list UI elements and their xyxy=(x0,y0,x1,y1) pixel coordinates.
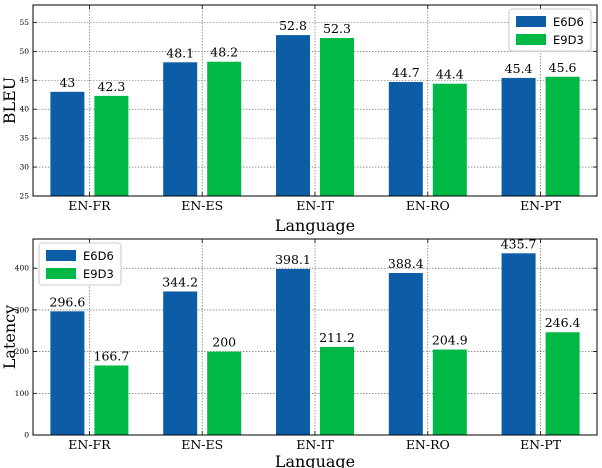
x-tick-label: EN-RO xyxy=(406,198,450,213)
data-label: 211.2 xyxy=(319,330,355,345)
chart-2: 296.6 344.2 398.1 388.4 435.7 166.7 200 211.2 20… xyxy=(0,236,598,468)
y-tick-label: 0 xyxy=(24,431,29,440)
y-axis-label: Latency xyxy=(0,305,19,369)
y-tick-label: 300 xyxy=(15,305,30,314)
y-tick-label: 55 xyxy=(19,18,29,27)
bar-e9d3-en-fr xyxy=(94,365,129,435)
y-tick-label: 200 xyxy=(15,347,30,356)
data-label: 296.6 xyxy=(50,294,86,309)
data-label: 166.7 xyxy=(94,348,130,363)
bar-e9d3-en-fr xyxy=(94,95,129,196)
x-axis-label: Language xyxy=(275,452,355,468)
y-tick-label: 100 xyxy=(15,389,30,398)
x-tick-label: EN-PT xyxy=(520,437,562,452)
y-axis-label: BLEU xyxy=(0,77,19,125)
bar-e9d3-en-es xyxy=(207,351,242,435)
data-label: 45.6 xyxy=(549,60,577,75)
data-label: 52.8 xyxy=(279,18,307,33)
legend-label-e6d6: E6D6 xyxy=(553,15,584,29)
bar-e6d6-en-pt xyxy=(501,253,536,435)
y-tick-label: 40 xyxy=(19,105,29,114)
legend: E6D6 E9D3 xyxy=(508,8,592,52)
data-label: 344.2 xyxy=(162,274,198,289)
legend-label-e9d3: E9D3 xyxy=(553,33,584,47)
data-label: 435.7 xyxy=(501,236,537,251)
bar-e6d6-en-pt xyxy=(501,77,536,196)
y-tick-label: 400 xyxy=(15,264,30,273)
bar-e6d6-en-fr xyxy=(50,91,85,196)
bar-e6d6-en-it xyxy=(276,35,310,196)
bar-e6d6-en-it xyxy=(276,268,310,435)
x-tick-label: EN-ES xyxy=(181,198,223,213)
x-tick-label: EN-IT xyxy=(296,198,334,213)
bar-e6d6-en-fr xyxy=(50,311,85,435)
legend-swatch-e9d3 xyxy=(516,34,546,45)
bar-e9d3-en-it xyxy=(320,37,354,197)
data-label: 44.4 xyxy=(436,67,464,82)
data-label: 43 xyxy=(59,75,75,90)
y-tick-label: 30 xyxy=(19,163,29,172)
data-label: 42.3 xyxy=(97,79,125,94)
bar-e6d6-en-es xyxy=(163,62,198,196)
legend-swatch-e6d6 xyxy=(46,250,76,261)
legend-label-e9d3: E9D3 xyxy=(83,267,114,281)
data-label: 48.2 xyxy=(210,45,238,60)
y-tick-label: 25 xyxy=(19,192,29,201)
x-tick-label: EN-PT xyxy=(520,198,562,213)
x-tick-label: EN-RO xyxy=(406,437,450,452)
data-label: 52.3 xyxy=(323,21,351,36)
bar-e9d3-en-pt xyxy=(545,76,580,196)
legend-swatch-e9d3 xyxy=(46,268,76,279)
data-label: 398.1 xyxy=(275,252,311,267)
data-label: 48.1 xyxy=(166,45,194,60)
data-label: 246.4 xyxy=(545,315,581,330)
data-label: 45.4 xyxy=(505,61,533,76)
bar-e9d3-en-es xyxy=(207,61,242,197)
bar-e6d6-en-ro xyxy=(388,81,423,196)
data-label: 204.9 xyxy=(432,333,468,348)
legend-label-e6d6: E6D6 xyxy=(83,249,114,263)
bar-e9d3-en-ro xyxy=(432,349,467,435)
y-tick-label: 50 xyxy=(19,47,29,56)
data-label: 200 xyxy=(212,335,236,350)
chart-1: 43 48.1 52.8 44.7 45.4 42.3 48.2 52.3 44.4 45.6 25… xyxy=(0,4,598,235)
x-tick-label: EN-FR xyxy=(68,198,111,213)
x-tick-label: EN-ES xyxy=(181,437,223,452)
x-tick-label: EN-IT xyxy=(296,437,334,452)
y-tick-label: 45 xyxy=(19,76,29,85)
bar-e9d3-en-it xyxy=(320,346,354,435)
bar-e9d3-en-ro xyxy=(432,83,467,196)
bar-e9d3-en-pt xyxy=(545,332,580,435)
data-label: 388.4 xyxy=(388,256,424,271)
x-tick-label: EN-FR xyxy=(68,437,111,452)
data-label: 44.7 xyxy=(392,65,420,80)
legend-swatch-e6d6 xyxy=(516,16,546,27)
bar-e6d6-en-es xyxy=(163,291,198,435)
x-axis-label: Language xyxy=(275,216,355,235)
legend: E6D6 E9D3 xyxy=(38,242,122,286)
bar-e6d6-en-ro xyxy=(388,273,423,435)
y-tick-label: 35 xyxy=(19,134,29,143)
